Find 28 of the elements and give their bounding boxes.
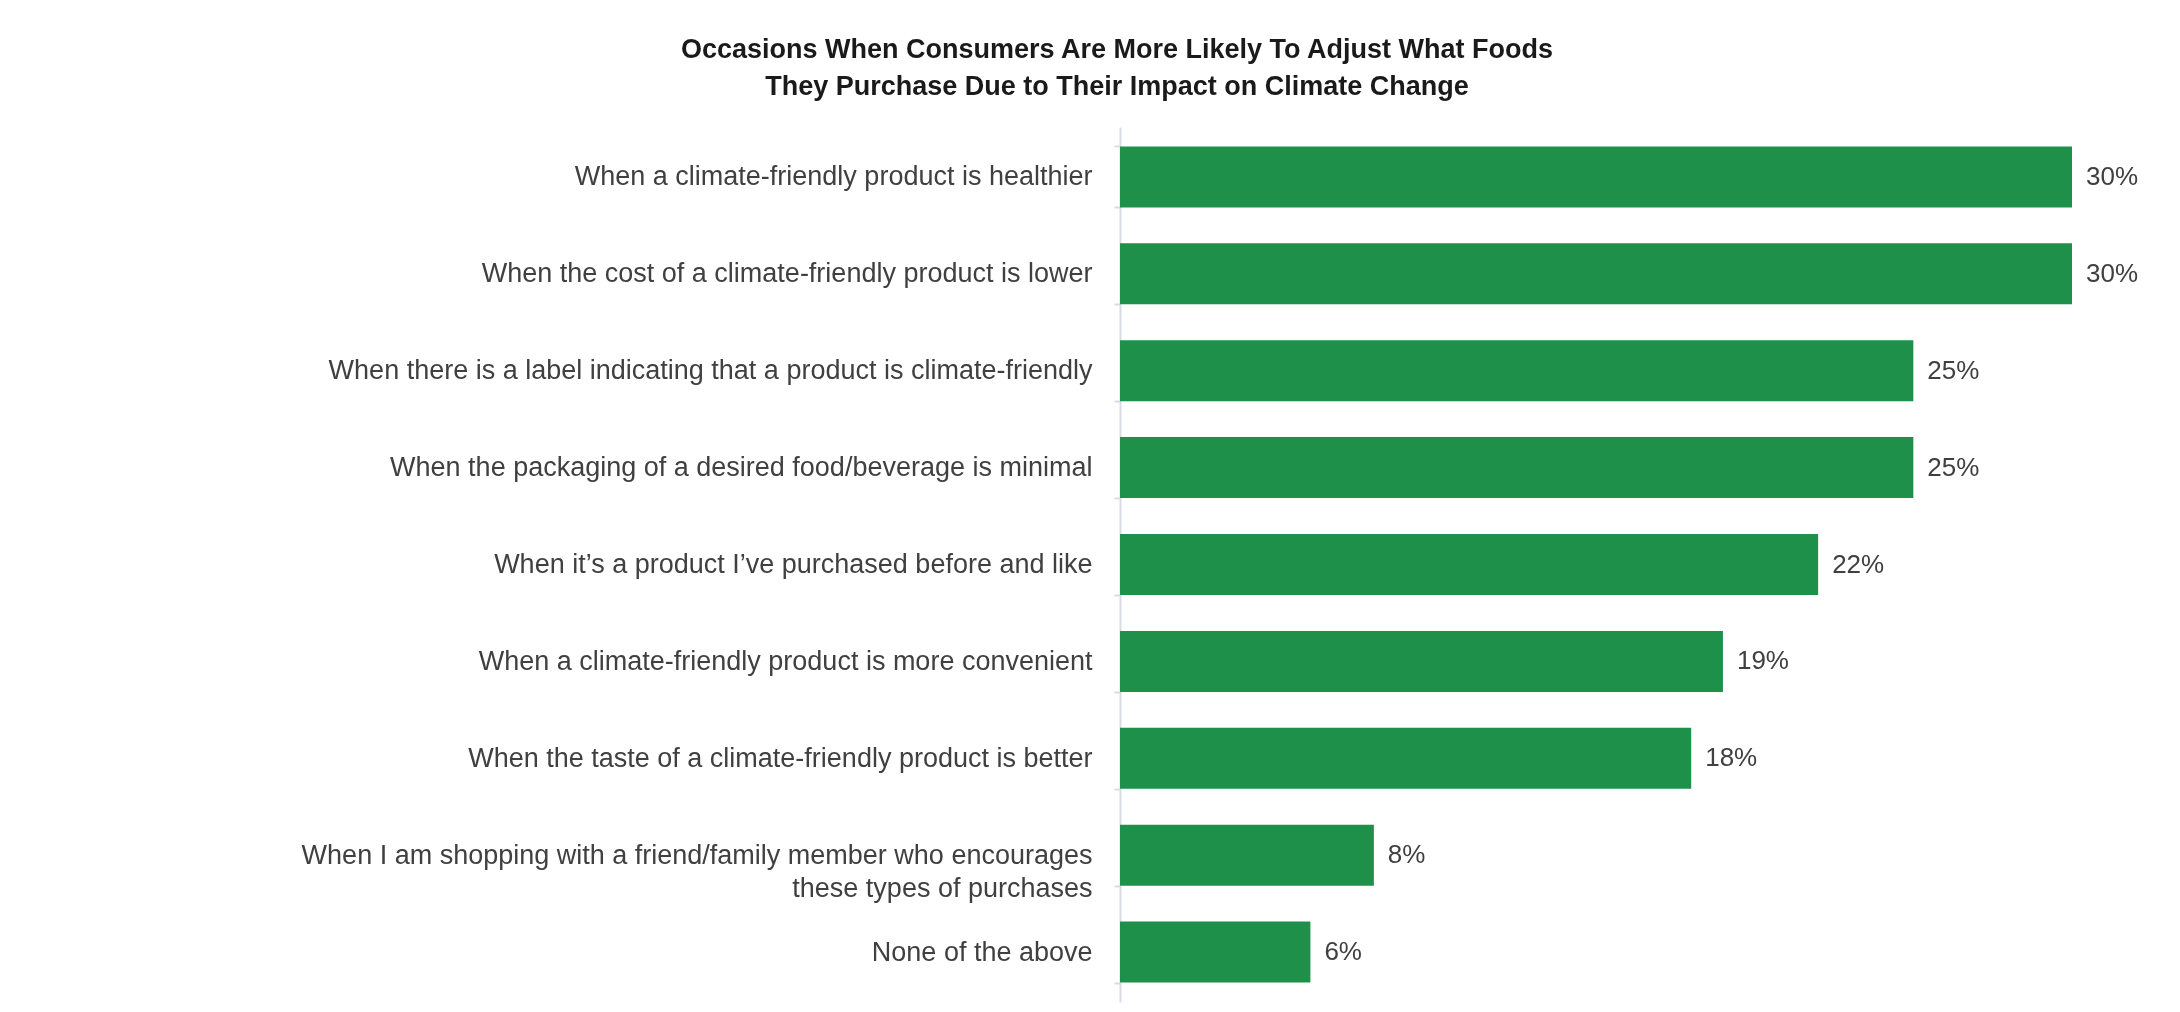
bar	[1120, 533, 1819, 596]
chart-title: Occasions When Consumers Are More Likely To Adjust What Foods They Purchase Due to Their Impact on Climate Change	[680, 34, 1554, 101]
bar	[1120, 437, 1914, 499]
y-tick-label: When a climate-friendly product is more convenient	[478, 645, 1093, 676]
bar	[1120, 630, 1723, 692]
data-label: 6%	[1324, 936, 1362, 967]
y-tick-label: When the cost of a climate-friendly product is lower	[481, 258, 1093, 289]
data-label: 8%	[1387, 839, 1426, 870]
data-label: 18%	[1705, 742, 1758, 773]
y-tick-label: When the taste of a climate-friendly product is better	[468, 742, 1093, 773]
data-label: 19%	[1736, 645, 1789, 676]
data-label: 25%	[1927, 451, 1980, 482]
data-label: 30%	[2086, 160, 2139, 191]
y-tick-label: When I am shopping with a friend/family member who encourages these types of purchases	[301, 839, 1093, 903]
bar	[1120, 243, 2072, 305]
y-tick-label: When there is a label indicating that a product is climate-friendly	[328, 355, 1093, 386]
y-tick-label: When a climate-friendly product is healthier	[574, 161, 1093, 192]
data-label: 22%	[1832, 548, 1885, 579]
y-tick-label: When the packaging of a desired food/beverage is minimal	[390, 452, 1093, 483]
bar	[1120, 921, 1311, 983]
bar	[1120, 727, 1692, 789]
data-label: 30%	[2086, 257, 2139, 288]
y-tick-label: When it’s a product I’ve purchased before and like	[494, 549, 1093, 579]
data-label: 25%	[1927, 354, 1980, 385]
bar	[1120, 146, 2072, 208]
bar	[1120, 340, 1914, 402]
y-tick-label: None of the above	[871, 936, 1093, 967]
bar	[1120, 824, 1374, 886]
